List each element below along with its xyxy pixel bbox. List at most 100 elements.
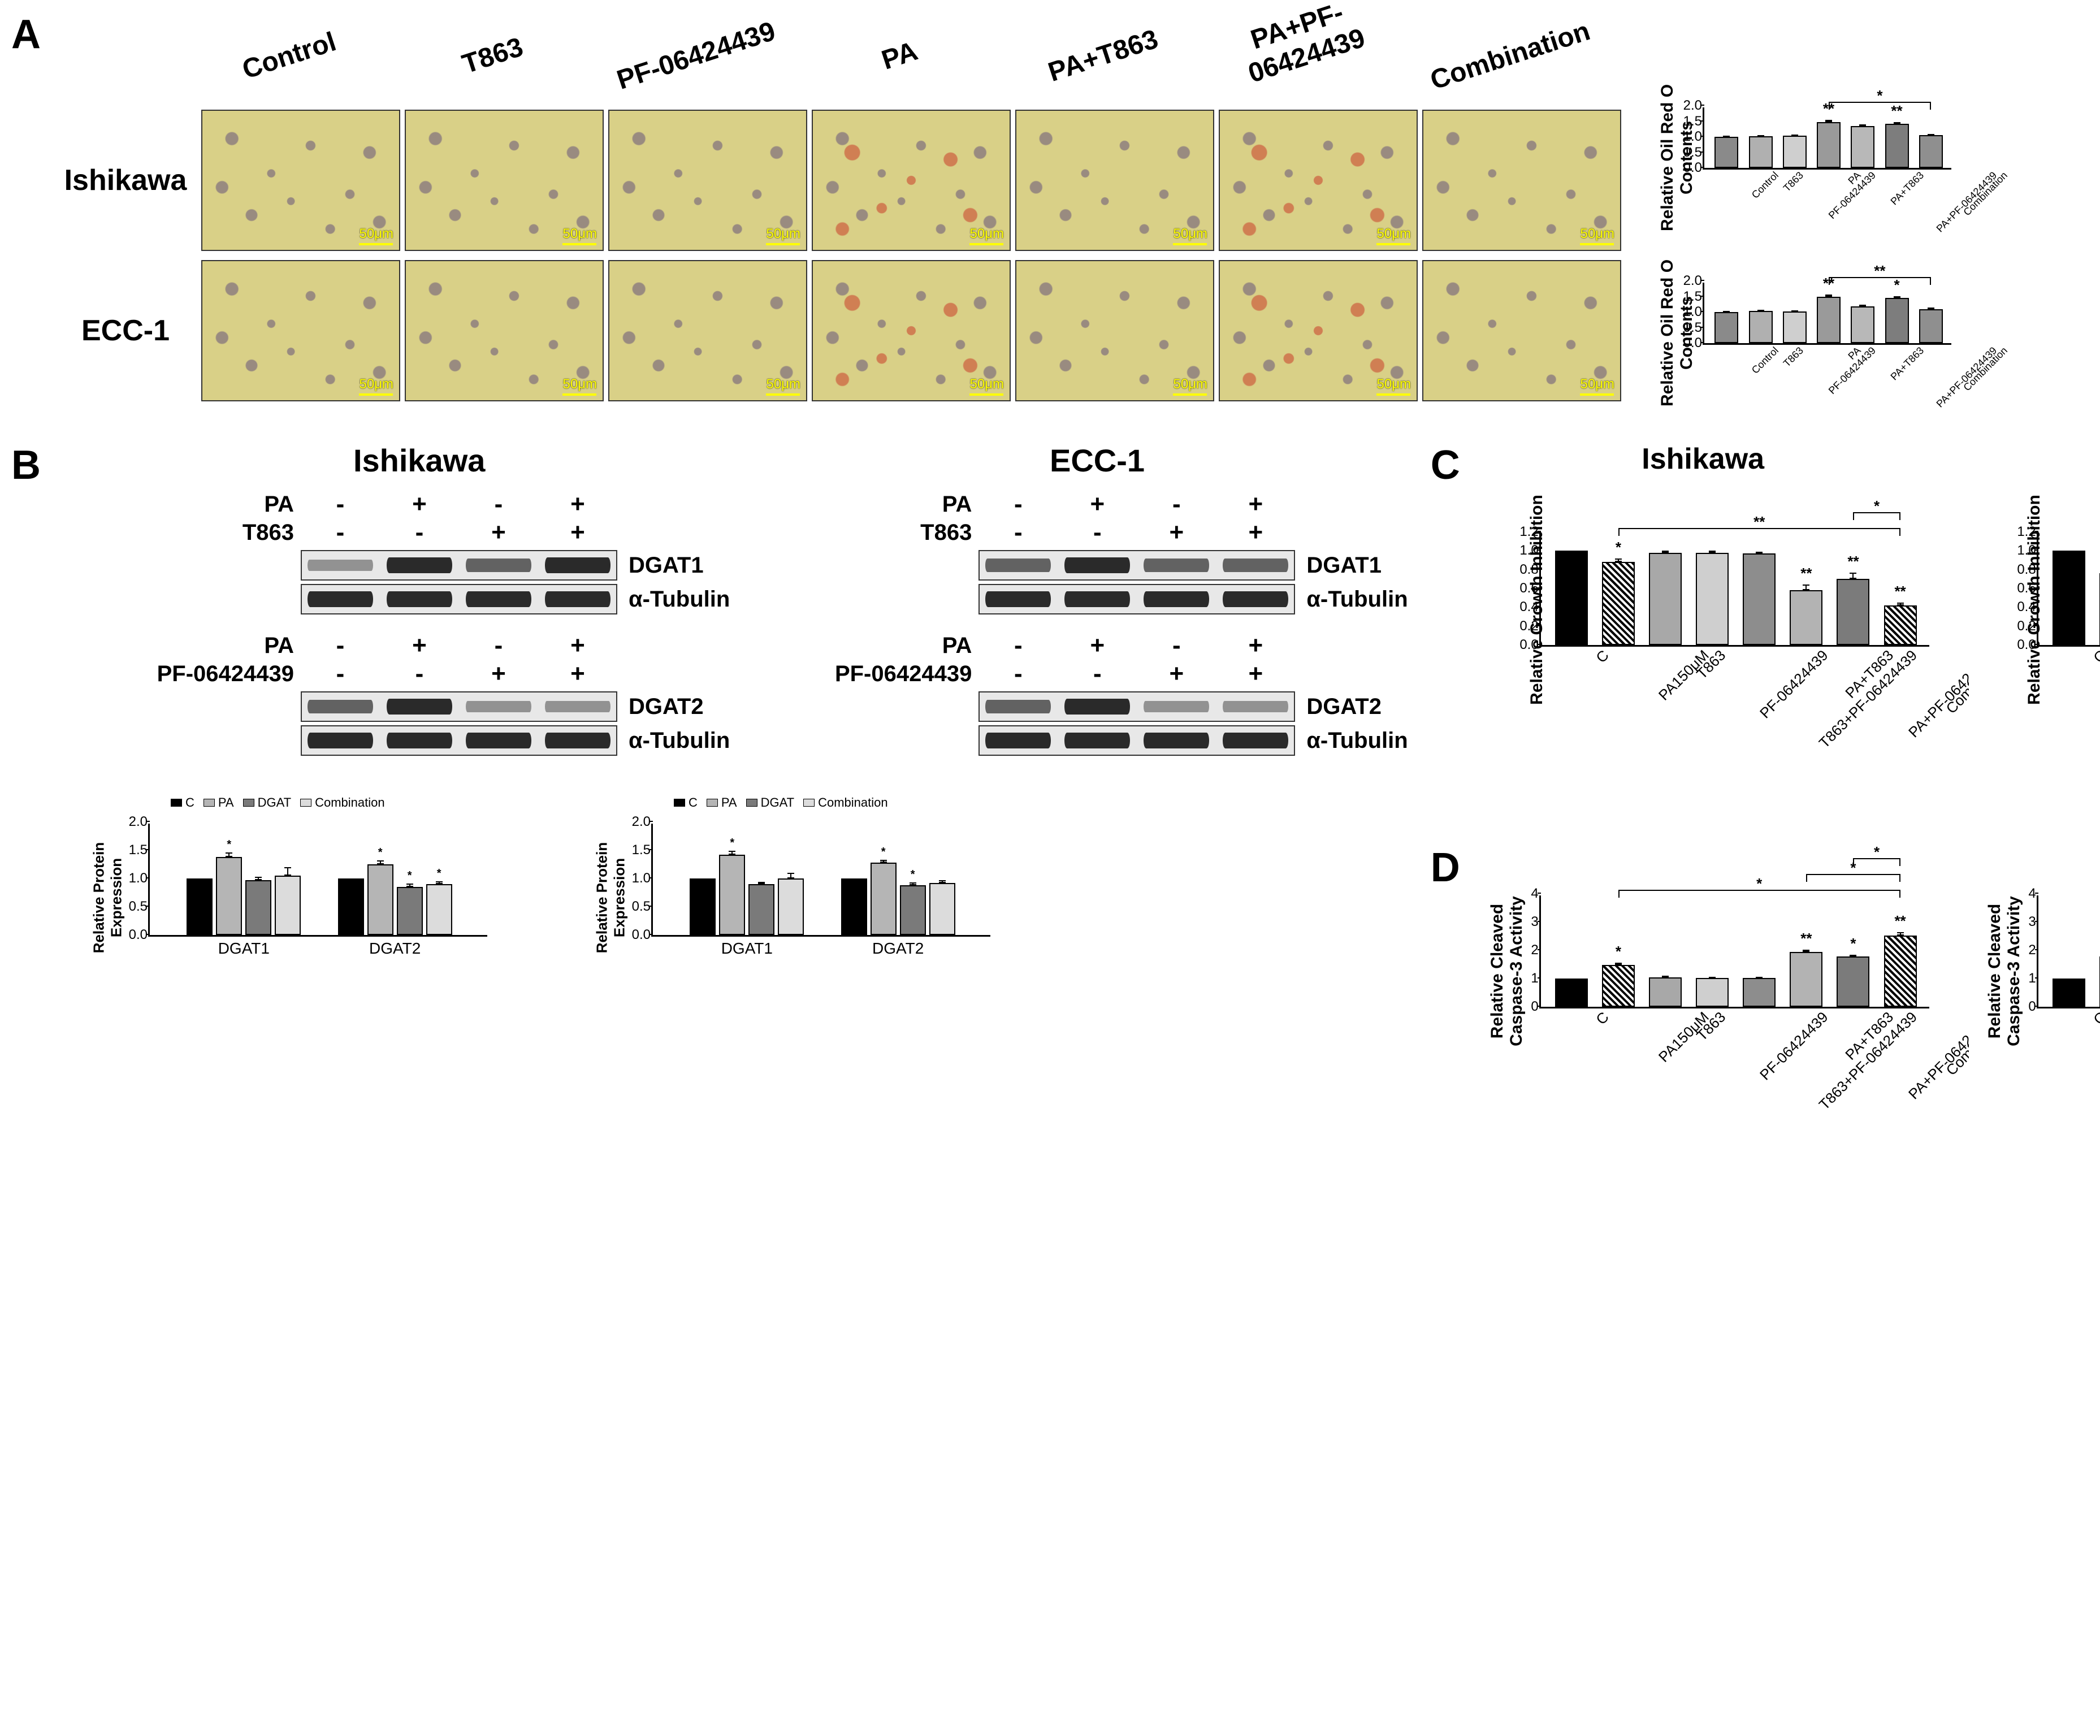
panel-c-label: C bbox=[1431, 442, 1460, 754]
panel-a-col-header: T863 bbox=[373, 0, 596, 107]
y-tick: 3 bbox=[2028, 914, 2036, 930]
blot-band bbox=[1144, 559, 1209, 572]
micrograph: 50μm bbox=[608, 260, 807, 401]
micrograph: 50μm bbox=[1219, 260, 1418, 401]
blot-treatment-label: PA bbox=[786, 492, 978, 517]
blot-treatment-label: PF-06424439 bbox=[786, 661, 978, 687]
micrograph: 50μm bbox=[201, 260, 400, 401]
blot-sign: - bbox=[459, 490, 538, 518]
y-axis-label: Relative CleavedCaspase-3 Activity bbox=[1985, 896, 2024, 1046]
bar: * bbox=[1602, 965, 1635, 1007]
blot-sign: - bbox=[380, 518, 459, 547]
blot-sign: + bbox=[538, 490, 617, 518]
blot-band bbox=[308, 733, 373, 748]
western-blot-strip bbox=[301, 691, 617, 722]
significance-marker: * bbox=[1616, 539, 1621, 556]
scale-bar: 50μm bbox=[1173, 226, 1207, 245]
y-tick: 0 bbox=[2028, 999, 2036, 1015]
blot-band bbox=[985, 559, 1051, 572]
micrograph: 50μm bbox=[405, 110, 604, 251]
blot-band bbox=[545, 701, 610, 712]
blot-treatment-label: T863 bbox=[109, 520, 301, 546]
blot-band bbox=[466, 733, 531, 748]
panel-a-label: A bbox=[11, 11, 41, 58]
blot-cell-title: ECC-1 bbox=[786, 442, 1408, 479]
scale-bar: 50μm bbox=[1580, 226, 1614, 245]
significance-marker: * bbox=[1894, 276, 1899, 294]
panel-d-label: D bbox=[1431, 845, 1460, 1116]
x-tick: C bbox=[2088, 1007, 2100, 1028]
blot-band bbox=[308, 700, 373, 713]
micrograph: 50μm bbox=[201, 110, 400, 251]
y-tick: 1 bbox=[1531, 971, 1538, 986]
legend-label: Combination bbox=[818, 795, 888, 810]
bar: ** bbox=[1790, 590, 1822, 645]
bar: * bbox=[1602, 562, 1635, 645]
bar bbox=[1714, 137, 1738, 168]
blot-band bbox=[1064, 699, 1130, 715]
bar: ** bbox=[1817, 122, 1841, 168]
blot-sign: + bbox=[380, 631, 459, 660]
y-tick: 0 bbox=[1531, 999, 1538, 1015]
blot-sign: + bbox=[380, 490, 459, 518]
figure-root: A ControlT863PF-06424439PAPA+T863PA+PF-0… bbox=[11, 11, 2089, 1116]
significance-marker: ** bbox=[1800, 565, 1812, 582]
bar bbox=[1555, 979, 1588, 1007]
blot-sign: - bbox=[301, 631, 380, 660]
micrograph: 50μm bbox=[1219, 110, 1418, 251]
panel-a-barchart-ecc1: 0.00.51.01.52.0ControlT863PF-06424439**P… bbox=[1640, 254, 1957, 407]
blot-treatment-label: PA bbox=[109, 492, 301, 517]
panel-a-row-label: Ishikawa bbox=[52, 163, 199, 197]
x-tick: PF-06424439 bbox=[1755, 645, 1831, 722]
y-tick: 3 bbox=[1531, 914, 1538, 930]
blot-band bbox=[545, 733, 610, 748]
western-blot-strip bbox=[978, 725, 1295, 756]
significance-bracket-label: ** bbox=[1874, 262, 1885, 280]
bar bbox=[1749, 311, 1773, 343]
x-group-label: DGAT1 bbox=[721, 935, 773, 958]
scale-bar: 50μm bbox=[1376, 376, 1411, 396]
panel-a-col-header: Control bbox=[169, 0, 392, 107]
blot-sign: + bbox=[459, 660, 538, 688]
panel-c-title-ecc1: ECC-1 bbox=[1969, 442, 2100, 476]
blot-protein-label: DGAT2 bbox=[1306, 694, 1382, 720]
bar bbox=[1851, 126, 1874, 168]
bar: ** bbox=[1790, 952, 1822, 1007]
blot-protein-label: α-Tubulin bbox=[1306, 728, 1408, 754]
scale-bar: 50μm bbox=[1173, 376, 1207, 396]
panel-b-barchart-ishikawa: 0.00.51.01.52.0*DGAT1***DGAT2Relative Pr… bbox=[86, 795, 493, 976]
bar bbox=[2053, 551, 2085, 645]
bar: * bbox=[1885, 298, 1909, 343]
blot-band bbox=[466, 701, 531, 712]
bar bbox=[1919, 309, 1943, 344]
blot-band bbox=[1144, 733, 1209, 748]
bar: ** bbox=[1817, 297, 1841, 344]
blot-band bbox=[1223, 559, 1288, 572]
panel-a-col-header: PF-06424439 bbox=[576, 0, 799, 107]
scale-bar: 50μm bbox=[562, 226, 597, 245]
y-tick: 4 bbox=[2028, 886, 2036, 902]
bar bbox=[1851, 306, 1874, 343]
panel-a-col-header: PA bbox=[780, 0, 1003, 107]
legend-label: Combination bbox=[315, 795, 385, 810]
blot-sign: + bbox=[459, 518, 538, 547]
blot-band bbox=[1064, 733, 1130, 748]
bar bbox=[1555, 551, 1588, 645]
blot-protein-label: α-Tubulin bbox=[1306, 587, 1408, 612]
blot-band bbox=[545, 591, 610, 607]
significance-marker: * bbox=[1850, 935, 1856, 953]
significance-marker: ** bbox=[1891, 102, 1902, 120]
significance-marker: ** bbox=[1894, 583, 1906, 600]
bar bbox=[1743, 978, 1776, 1007]
bar: ** bbox=[1884, 605, 1917, 645]
panel-b: IshikawaPA-+-+T863--++DGAT1α-TubulinPA-+… bbox=[52, 442, 1408, 999]
blot-treatment-label: PA bbox=[109, 633, 301, 659]
x-tick: T863 bbox=[1779, 168, 1806, 194]
blot-sign: - bbox=[978, 518, 1058, 547]
scale-bar: 50μm bbox=[1376, 226, 1411, 245]
panel-a-col-header: PA+T863 bbox=[983, 0, 1206, 107]
x-tick: C bbox=[1591, 645, 1612, 666]
bar bbox=[1783, 311, 1807, 343]
panel-b-barchart-ecc1: 0.00.51.01.52.0*DGAT1**DGAT2Relative Pro… bbox=[589, 795, 996, 976]
y-axis-label: Relative Oil Red OContents bbox=[1658, 259, 1696, 406]
